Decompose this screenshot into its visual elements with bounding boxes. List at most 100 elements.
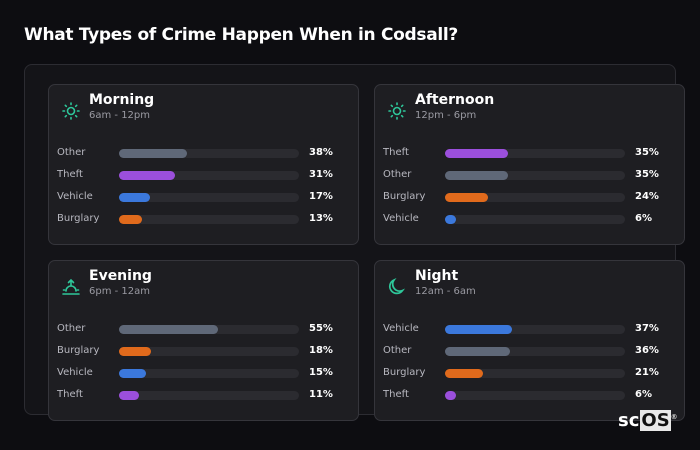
bar-label: Vehicle bbox=[383, 213, 419, 224]
bar-track bbox=[445, 325, 625, 334]
bar-value: 31% bbox=[309, 169, 333, 180]
bar-fill bbox=[445, 369, 483, 378]
bar-row: Theft 31% bbox=[57, 169, 347, 183]
bar-value: 35% bbox=[635, 147, 659, 158]
bar-track bbox=[445, 347, 625, 356]
bar-row: Theft 11% bbox=[57, 389, 347, 403]
bar-track bbox=[445, 369, 625, 378]
bar-value: 38% bbox=[309, 147, 333, 158]
card-afternoon: Afternoon 12pm - 6pm Theft 35% Other 35%… bbox=[374, 84, 685, 245]
bar-value: 13% bbox=[309, 213, 333, 224]
bar-fill bbox=[445, 149, 508, 158]
bar-row: Other 35% bbox=[383, 169, 673, 183]
bar-value: 35% bbox=[635, 169, 659, 180]
bar-fill bbox=[119, 369, 146, 378]
bar-fill bbox=[119, 193, 150, 202]
card-title: Morning bbox=[89, 92, 155, 108]
bar-row: Vehicle 37% bbox=[383, 323, 673, 337]
bar-track bbox=[119, 149, 299, 158]
bar-track bbox=[119, 369, 299, 378]
bar-value: 6% bbox=[635, 213, 652, 224]
card-morning: Morning 6am - 12pm Other 38% Theft 31% V… bbox=[48, 84, 359, 245]
bar-fill bbox=[445, 193, 489, 202]
bar-fill bbox=[445, 215, 456, 224]
bar-track bbox=[445, 171, 625, 180]
bar-fill bbox=[119, 215, 143, 224]
bar-value: 15% bbox=[309, 367, 333, 378]
bar-label: Other bbox=[383, 169, 412, 180]
bar-label: Theft bbox=[57, 389, 83, 400]
bar-track bbox=[119, 215, 299, 224]
bar-row: Theft 6% bbox=[383, 389, 673, 403]
bar-value: 11% bbox=[309, 389, 333, 400]
bar-row: Other 36% bbox=[383, 345, 673, 359]
bar-row: Vehicle 17% bbox=[57, 191, 347, 205]
sunset-icon bbox=[61, 277, 81, 297]
card-evening: Evening 6pm - 12am Other 55% Burglary 18… bbox=[48, 260, 359, 421]
bar-row: Other 38% bbox=[57, 147, 347, 161]
bar-value: 17% bbox=[309, 191, 333, 202]
card-subtitle: 12pm - 6pm bbox=[415, 110, 477, 121]
bar-value: 6% bbox=[635, 389, 652, 400]
bar-track bbox=[119, 325, 299, 334]
bar-track bbox=[119, 347, 299, 356]
bar-track bbox=[119, 171, 299, 180]
bar-label: Other bbox=[57, 147, 86, 158]
bar-value: 36% bbox=[635, 345, 659, 356]
bar-label: Burglary bbox=[57, 213, 100, 224]
bar-label: Burglary bbox=[383, 191, 426, 202]
bar-value: 18% bbox=[309, 345, 333, 356]
bar-row: Theft 35% bbox=[383, 147, 673, 161]
bar-label: Theft bbox=[383, 389, 409, 400]
bar-label: Vehicle bbox=[57, 367, 93, 378]
card-title: Night bbox=[415, 268, 459, 284]
card-subtitle: 12am - 6am bbox=[415, 286, 476, 297]
bar-track bbox=[445, 149, 625, 158]
bar-label: Burglary bbox=[57, 345, 100, 356]
sun-icon bbox=[61, 101, 81, 121]
card-subtitle: 6pm - 12am bbox=[89, 286, 151, 297]
bar-value: 55% bbox=[309, 323, 333, 334]
scos-logo: sc OS® bbox=[617, 410, 678, 431]
bar-label: Vehicle bbox=[57, 191, 93, 202]
card-subtitle: 6am - 12pm bbox=[89, 110, 151, 121]
logo-mark: ® bbox=[670, 413, 678, 421]
bar-fill bbox=[445, 325, 512, 334]
logo-text-a: sc bbox=[618, 410, 640, 431]
card-title: Evening bbox=[89, 268, 152, 284]
card-night: Night 12am - 6am Vehicle 37% Other 36% B… bbox=[374, 260, 685, 421]
bar-row: Vehicle 6% bbox=[383, 213, 673, 227]
bar-row: Burglary 13% bbox=[57, 213, 347, 227]
bar-fill bbox=[445, 347, 510, 356]
bar-label: Theft bbox=[57, 169, 83, 180]
bar-label: Other bbox=[383, 345, 412, 356]
page-title: What Types of Crime Happen When in Codsa… bbox=[24, 25, 458, 45]
bar-row: Burglary 24% bbox=[383, 191, 673, 205]
bar-row: Other 55% bbox=[57, 323, 347, 337]
bar-fill bbox=[445, 391, 456, 400]
bar-track bbox=[445, 215, 625, 224]
bar-value: 21% bbox=[635, 367, 659, 378]
bar-fill bbox=[119, 347, 152, 356]
bar-row: Burglary 21% bbox=[383, 367, 673, 381]
bar-fill bbox=[119, 171, 175, 180]
bar-row: Burglary 18% bbox=[57, 345, 347, 359]
bar-label: Other bbox=[57, 323, 86, 334]
bar-fill bbox=[445, 171, 508, 180]
bar-fill bbox=[119, 391, 139, 400]
bar-fill bbox=[119, 325, 218, 334]
bar-value: 24% bbox=[635, 191, 659, 202]
bar-value: 37% bbox=[635, 323, 659, 334]
bar-track bbox=[445, 391, 625, 400]
logo-text-b: OS bbox=[640, 410, 671, 431]
card-title: Afternoon bbox=[415, 92, 495, 108]
bar-label: Vehicle bbox=[383, 323, 419, 334]
bar-track bbox=[119, 193, 299, 202]
bar-label: Burglary bbox=[383, 367, 426, 378]
sun-icon bbox=[387, 101, 407, 121]
bar-row: Vehicle 15% bbox=[57, 367, 347, 381]
bar-track bbox=[445, 193, 625, 202]
bar-label: Theft bbox=[383, 147, 409, 158]
bar-track bbox=[119, 391, 299, 400]
moon-icon bbox=[387, 277, 407, 297]
